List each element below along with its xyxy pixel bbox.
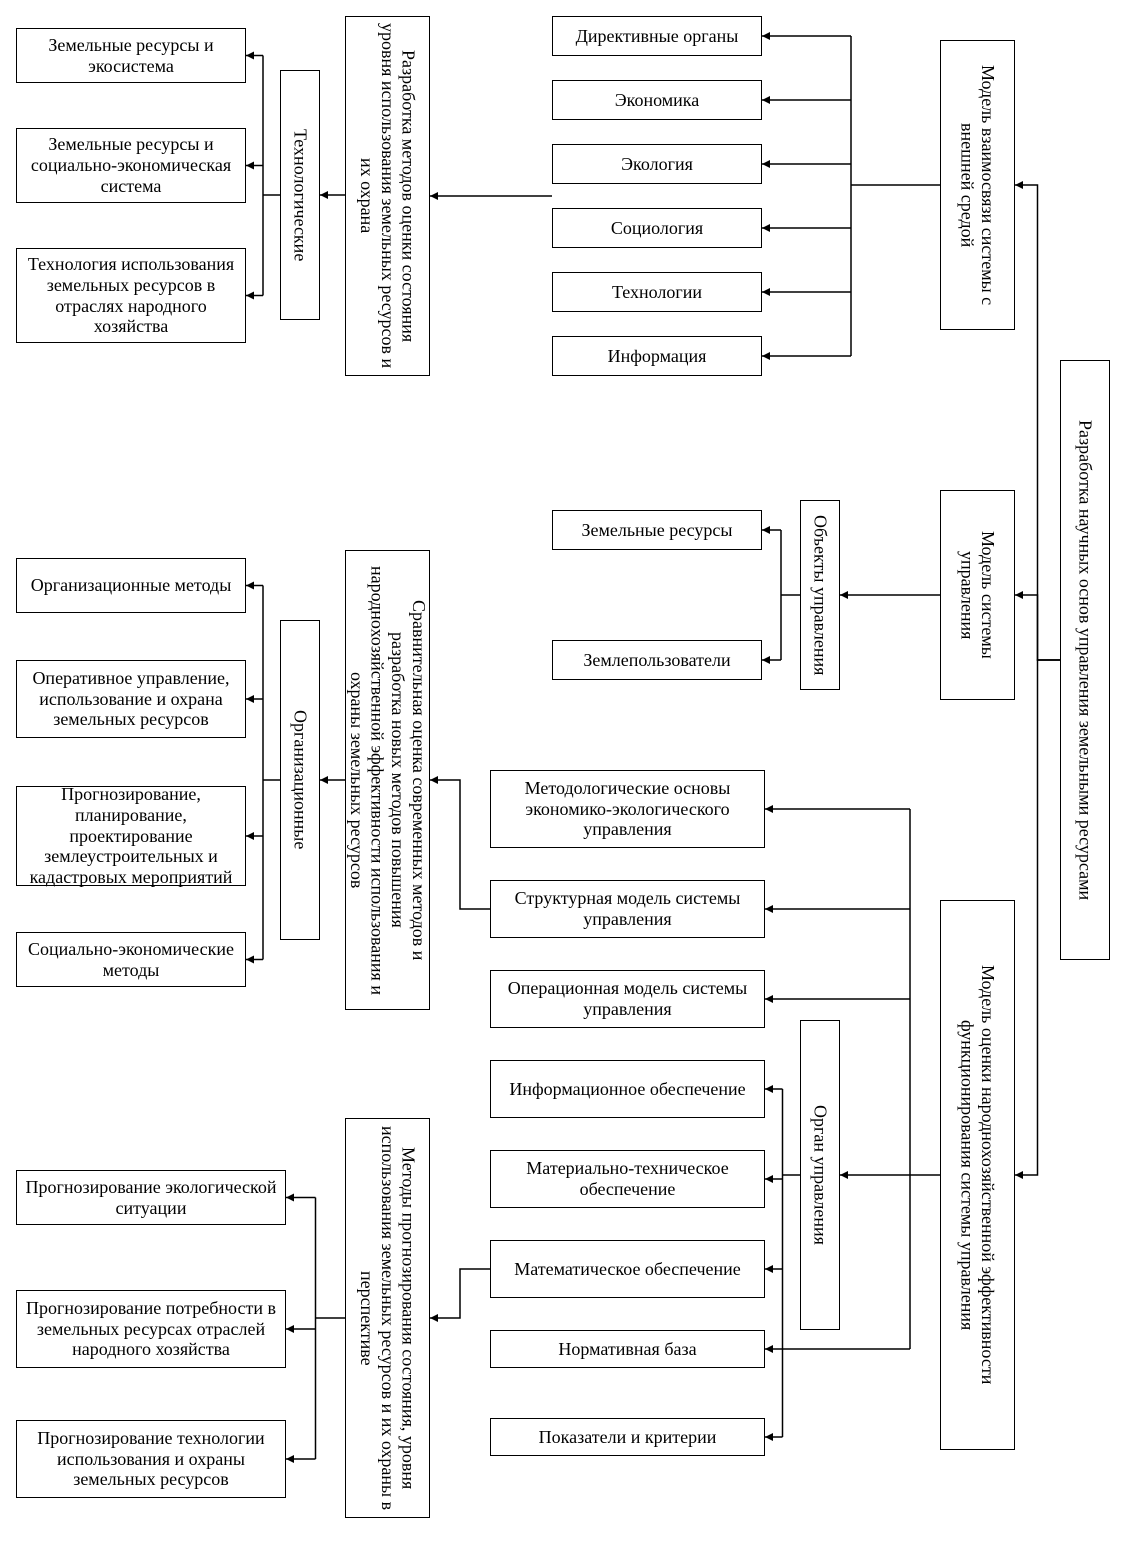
method-forecast: Методы прогнозирования состояния, уровня…: [345, 1118, 430, 1518]
organ-mgmt: Орган управления: [800, 1020, 840, 1330]
org-item-2: Прогнозирование, планирование, проектиро…: [16, 786, 246, 886]
model-env: Модель взаимосвязи системы с внешней сре…: [940, 40, 1015, 330]
method-eff: Сравнительная оценка современных методов…: [345, 550, 430, 1010]
org-item-1: Оперативное управление, использование и …: [16, 660, 246, 738]
obj-item-1: Землепользователи: [552, 640, 762, 680]
root-title: Разработка научных основ управления земе…: [1060, 360, 1110, 960]
env-item-3: Социология: [552, 208, 762, 248]
tech-item-0: Земельные ресурсы и экосистема: [16, 28, 246, 83]
env-item-1: Экономика: [552, 80, 762, 120]
obj-item-0: Земельные ресурсы: [552, 510, 762, 550]
eff-organ-3: Показатели и критерии: [490, 1418, 765, 1456]
eff-organ-2: Математическое обеспечение: [490, 1240, 765, 1298]
org-group: Организационные: [280, 620, 320, 940]
model-sys: Модель системы управления: [940, 490, 1015, 700]
objects-mgmt: Объекты управления: [800, 500, 840, 690]
org-item-0: Организационные методы: [16, 558, 246, 613]
forecast-item-2: Прогнозирование технологии использования…: [16, 1420, 286, 1498]
model-eff: Модель оценки народнохозяйственной эффек…: [940, 900, 1015, 1450]
forecast-item-0: Прогнозирование экологической ситуации: [16, 1170, 286, 1225]
diagram-canvas: Разработка научных основ управления земе…: [0, 0, 1126, 1567]
env-item-2: Экология: [552, 144, 762, 184]
eff-organ-0: Информационное обеспечение: [490, 1060, 765, 1118]
tech-item-1: Земельные ресурсы и социально-экономичес…: [16, 128, 246, 203]
tech-item-2: Технология использования земельных ресур…: [16, 248, 246, 343]
eff-organ-1: Материально-техническое обеспечение: [490, 1150, 765, 1208]
org-item-3: Социально-экономические методы: [16, 932, 246, 987]
eff-direct-0: Методологические основы экономико-эколог…: [490, 770, 765, 848]
env-item-0: Директивные органы: [552, 16, 762, 56]
env-item-5: Информация: [552, 336, 762, 376]
env-item-4: Технологии: [552, 272, 762, 312]
tech-group: Технологические: [280, 70, 320, 320]
eff-norm: Нормативная база: [490, 1330, 765, 1368]
eff-direct-2: Операционная модель системы управления: [490, 970, 765, 1028]
forecast-item-1: Прогнозирование потребности в земельных …: [16, 1290, 286, 1368]
eff-direct-1: Структурная модель системы управления: [490, 880, 765, 938]
method-assess: Разработка методов оценки состояния уров…: [345, 16, 430, 376]
